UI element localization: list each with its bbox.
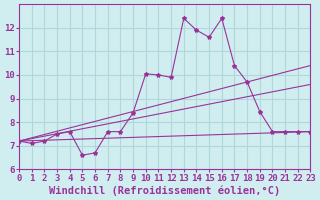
X-axis label: Windchill (Refroidissement éolien,°C): Windchill (Refroidissement éolien,°C)	[49, 185, 280, 196]
